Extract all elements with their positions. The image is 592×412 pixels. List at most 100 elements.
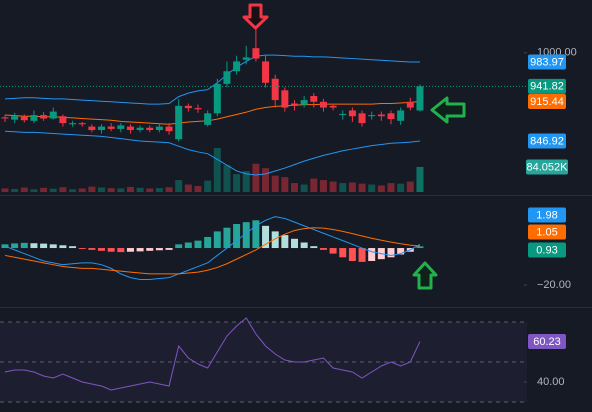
candle-body — [387, 113, 395, 120]
candle-body — [78, 123, 86, 125]
candle-body — [88, 126, 96, 131]
histogram-bar — [49, 244, 57, 249]
up-arrow-annotation — [412, 261, 438, 290]
volume-bar — [88, 186, 96, 192]
last-price-label: 941.82 — [530, 81, 564, 93]
volume-bar — [387, 183, 395, 192]
signal-label-box — [528, 224, 566, 240]
candle-body — [281, 90, 289, 108]
candle-body — [11, 116, 19, 120]
volume-bar — [126, 186, 134, 192]
down-arrow-annotation — [242, 3, 269, 30]
marks: 1000.00983.97941.82915.44846.9284.052K−2… — [0, 19, 577, 403]
candle-body — [1, 117, 9, 119]
volume-bar — [406, 181, 414, 192]
candle-body — [126, 126, 134, 131]
candle-body — [233, 61, 241, 72]
candle-body — [49, 111, 57, 119]
signal-label: 1.05 — [536, 226, 557, 238]
histogram-bar — [59, 245, 67, 249]
candle-body — [40, 115, 48, 119]
histogram-bar — [88, 248, 96, 250]
volume-bar — [233, 174, 241, 192]
histogram-bar — [107, 248, 115, 252]
candle-body — [223, 71, 231, 84]
histogram-bar — [175, 244, 183, 249]
candle-body — [146, 127, 154, 131]
histogram-bar — [204, 236, 212, 249]
candle-body — [20, 116, 28, 121]
volume-bar — [175, 180, 183, 192]
volume-bar — [310, 178, 318, 192]
candle-body — [213, 83, 221, 114]
histogram-bar — [69, 246, 77, 249]
upper-band-label-box — [528, 54, 566, 70]
candle-body — [377, 114, 385, 117]
lower-band-label: 846.92 — [530, 135, 564, 147]
histogram-bar — [30, 243, 38, 249]
histogram-bar — [223, 227, 231, 249]
volume-label-box — [526, 159, 568, 175]
histogram-bar — [242, 222, 250, 249]
rsi-line — [4, 317, 421, 391]
candle-body — [98, 126, 105, 131]
histogram-bar — [271, 231, 279, 249]
histogram-label: 0.93 — [536, 244, 557, 256]
histogram-bar — [281, 235, 289, 249]
volume-bar — [242, 171, 250, 192]
histogram-bar — [319, 248, 327, 250]
histogram-bar — [262, 225, 270, 249]
volume-bar — [59, 187, 67, 192]
histogram-bar — [1, 244, 9, 249]
histogram-bar — [416, 246, 424, 249]
histogram-bar — [11, 243, 19, 249]
volume-bar — [397, 183, 405, 192]
volume-bar — [262, 168, 270, 192]
volume-bar — [20, 187, 28, 192]
histogram-bar — [146, 248, 154, 251]
histogram-bar — [291, 238, 298, 249]
candle-body — [69, 123, 77, 125]
candle-body — [329, 105, 337, 108]
macd-label: 1.98 — [536, 209, 557, 221]
volume-bar — [271, 175, 279, 192]
candle-body — [310, 96, 318, 102]
rsi-band-fill — [0, 322, 527, 402]
volume-bar — [204, 180, 212, 192]
volume-bar — [1, 188, 9, 192]
histogram-bar — [310, 246, 318, 249]
candle-body — [107, 126, 115, 129]
volume-bar — [252, 163, 260, 192]
volume-bar — [155, 188, 163, 192]
volume-bar — [416, 166, 424, 192]
candle-body — [155, 126, 163, 131]
candle-body — [339, 113, 347, 116]
macd-line — [4, 216, 421, 280]
candle-body — [291, 103, 298, 106]
volume-bar — [40, 187, 48, 192]
histogram-bar — [20, 242, 28, 249]
volume-bar — [184, 184, 192, 192]
candle-body — [194, 108, 202, 110]
histogram-bar — [117, 248, 125, 253]
volume-bar — [136, 187, 144, 192]
candle-body — [204, 113, 212, 125]
histogram-bar — [98, 248, 105, 251]
y-tick-label: 40.00 — [537, 376, 565, 388]
last-price-label-box — [528, 78, 566, 94]
upper-band-label: 983.97 — [530, 56, 564, 68]
histogram-bar — [40, 243, 48, 249]
candle-body — [252, 48, 260, 59]
candle-body — [358, 113, 366, 124]
histogram-bar — [136, 248, 144, 252]
candle-body — [117, 125, 125, 129]
histogram-bar — [252, 220, 260, 249]
candle-body — [406, 101, 414, 108]
histogram-bar — [233, 224, 241, 249]
rsi-label: 60.23 — [533, 336, 561, 348]
volume-bar — [291, 183, 298, 192]
candle-body — [416, 86, 424, 111]
volume-bar — [281, 177, 289, 192]
